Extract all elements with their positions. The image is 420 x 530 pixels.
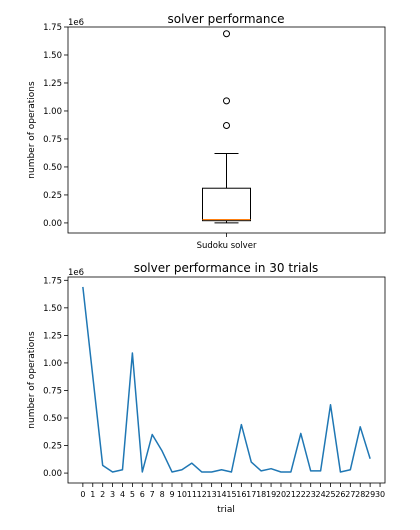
x-tick-label: 23 <box>306 490 316 499</box>
x-tick-label: 2 <box>100 490 105 499</box>
x-tick-label: 17 <box>246 490 256 499</box>
y-tick-label: 0.00 <box>43 469 62 479</box>
y-tick-label: 0.75 <box>43 386 62 396</box>
y-axis-label: number of operations <box>27 331 37 429</box>
x-tick-label: 15 <box>226 490 236 499</box>
outlier-point <box>223 97 230 105</box>
x-tick-label: 27 <box>345 490 355 499</box>
x-tick-label: 29 <box>365 490 375 499</box>
x-tick-label: 7 <box>150 490 155 499</box>
y-tick-label: 1.50 <box>43 304 62 314</box>
x-tick-label: 3 <box>110 490 115 499</box>
plot-frame <box>67 26 386 234</box>
y-tick-label: 0.25 <box>43 442 62 452</box>
y-tick-label: 1.25 <box>43 79 62 89</box>
series-line <box>82 286 371 473</box>
y-tick-label: 0.50 <box>43 163 62 173</box>
x-tick-label: 12 <box>197 490 207 499</box>
x-tick-label: 10 <box>177 490 187 499</box>
x-tick-label: 4 <box>120 490 125 499</box>
x-tick-label: 9 <box>169 490 174 499</box>
x-tick-label: 20 <box>276 490 286 499</box>
y-axis-label: number of operations <box>27 81 37 179</box>
x-tick-label: 18 <box>256 490 266 499</box>
x-tick-label: Sudoku solver <box>197 241 257 251</box>
x-tick-label: 16 <box>236 490 246 499</box>
x-tick-label: 14 <box>216 490 226 499</box>
x-tick-label: 22 <box>296 490 306 499</box>
x-tick-label: 1 <box>90 490 95 499</box>
plot-frame <box>67 276 386 484</box>
x-tick-label: 25 <box>325 490 335 499</box>
y-tick-label: 1.75 <box>43 276 62 286</box>
y-tick-label: 1.75 <box>43 23 62 33</box>
x-tick-label: 30 <box>375 490 385 499</box>
y-tick-label: 0.75 <box>43 135 62 145</box>
line-chart: solver performance in 30 trials 1e6 0.00… <box>27 261 386 515</box>
chart-title: solver performance <box>167 12 284 26</box>
outlier-point <box>223 30 230 38</box>
y-offset-label: 1e6 <box>68 268 84 278</box>
x-tick-label: 24 <box>316 490 326 499</box>
chart-title: solver performance in 30 trials <box>134 261 319 275</box>
y-tick-label: 1.00 <box>43 359 62 369</box>
y-tick-label: 0.25 <box>43 191 62 201</box>
y-tick-label: 1.00 <box>43 107 62 117</box>
y-tick-label: 1.50 <box>43 51 62 61</box>
y-tick-label: 0.50 <box>43 414 62 424</box>
outlier-point <box>223 122 230 130</box>
x-tick-label: 0 <box>80 490 85 499</box>
box <box>202 187 251 222</box>
x-tick-label: 5 <box>130 490 135 499</box>
box-plot-chart: solver performance 1e6 0.00 0.25 0.50 0.75 1… <box>27 12 386 251</box>
x-tick-label: 8 <box>160 490 165 499</box>
x-tick-label: 11 <box>187 490 197 499</box>
y-tick-label: 1.25 <box>43 331 62 341</box>
y-offset-label: 1e6 <box>68 18 84 28</box>
x-tick-label: 21 <box>286 490 296 499</box>
y-tick-label: 0.00 <box>43 219 62 229</box>
x-tick-label: 26 <box>335 490 345 499</box>
x-tick-label: 19 <box>266 490 276 499</box>
x-tick-label: 6 <box>140 490 145 499</box>
x-tick-label: 13 <box>207 490 217 499</box>
x-tick-label: 28 <box>355 490 365 499</box>
x-axis-label: trial <box>217 505 235 515</box>
